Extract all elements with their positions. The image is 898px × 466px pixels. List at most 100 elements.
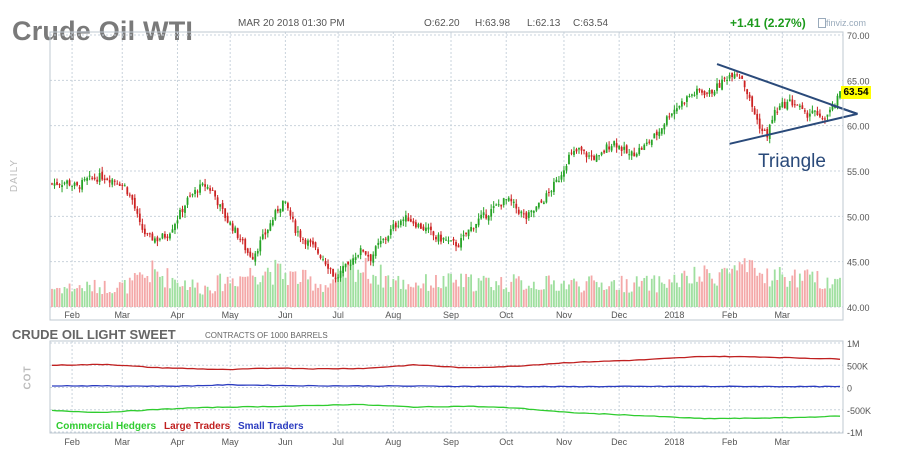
- candle-body: [595, 155, 598, 162]
- candle-body: [535, 206, 538, 211]
- volume-bar: [394, 280, 397, 307]
- volume-bar: [721, 268, 723, 307]
- candle-body: [108, 179, 111, 183]
- cot-x-tick-label: Oct: [499, 437, 514, 447]
- price-y-tick-label: 60.00: [847, 122, 870, 132]
- volume-bar: [276, 263, 279, 307]
- candle-body: [768, 124, 771, 139]
- candle-body: [437, 234, 440, 242]
- candle-body: [628, 154, 631, 156]
- volume-bar: [244, 276, 247, 307]
- volume-bar: [733, 265, 736, 307]
- volume-bar: [269, 271, 272, 307]
- volume-bar: [645, 275, 648, 307]
- candle-body: [352, 258, 355, 265]
- volume-bar: [78, 285, 81, 307]
- candle-body: [76, 182, 78, 186]
- volume-bar: [477, 278, 480, 307]
- price-x-tick-label: Aug: [385, 310, 401, 320]
- volume-bar: [319, 284, 322, 307]
- volume-bar: [342, 261, 345, 307]
- brand-link[interactable]: finviz.com: [826, 18, 867, 28]
- candle-body: [339, 270, 342, 278]
- volume-bar: [723, 267, 726, 307]
- candle-body: [550, 191, 553, 193]
- volume-bar: [81, 288, 84, 307]
- volume-bar: [209, 290, 212, 307]
- volume-bar: [194, 287, 196, 307]
- volume-bar: [148, 282, 151, 307]
- candle-body: [73, 182, 76, 186]
- volume-bar: [796, 287, 799, 307]
- candle-body: [658, 131, 661, 137]
- volume-bar: [763, 283, 766, 307]
- volume-bar: [565, 289, 568, 307]
- candle-body: [613, 141, 616, 146]
- candle-body: [525, 212, 528, 220]
- volume-bar: [174, 279, 176, 307]
- candle-body: [414, 222, 417, 228]
- volume-bar: [517, 276, 520, 307]
- candle-body: [337, 277, 339, 279]
- candle-body: [281, 200, 284, 211]
- candle-body: [417, 223, 420, 228]
- volume-bar: [605, 289, 608, 307]
- candle-body: [372, 254, 375, 263]
- volume-bar: [824, 288, 826, 307]
- candle-body: [655, 131, 658, 136]
- candle-body: [304, 239, 307, 245]
- volume-bar: [437, 287, 440, 307]
- candle-body: [128, 194, 131, 196]
- volume-bar: [123, 279, 126, 307]
- volume-bar: [520, 280, 523, 307]
- volume-bar: [314, 283, 317, 307]
- candle-body: [146, 233, 149, 235]
- volume-bar: [266, 267, 269, 307]
- volume-bar: [186, 289, 189, 307]
- candle-body: [402, 219, 405, 222]
- candle-body: [367, 254, 370, 257]
- candle-body: [430, 226, 432, 231]
- candle-body: [490, 209, 493, 217]
- candle-body: [239, 238, 242, 240]
- volume-bar: [71, 291, 73, 307]
- candle-body: [796, 104, 799, 106]
- volume-bar: [294, 271, 297, 307]
- volume-bar: [467, 276, 470, 307]
- volume-bar: [409, 286, 412, 307]
- candle-body: [322, 259, 324, 261]
- candle-body: [505, 199, 508, 201]
- volume-bar: [219, 273, 222, 307]
- volume-bar: [412, 287, 415, 307]
- volume-bar: [68, 283, 71, 307]
- volume-bar: [736, 270, 739, 307]
- volume-bar: [756, 275, 759, 307]
- candle-body: [462, 234, 465, 237]
- volume-bar: [118, 282, 121, 307]
- candle-body: [66, 180, 68, 184]
- volume-bar: [776, 279, 779, 307]
- volume-bar: [274, 259, 277, 307]
- candle-body: [56, 182, 58, 185]
- volume-bar: [811, 271, 814, 307]
- candle-body: [422, 226, 425, 230]
- candle-body: [131, 195, 134, 200]
- volume-bar: [143, 277, 146, 307]
- candle-body: [214, 190, 217, 197]
- volume-bar: [452, 282, 455, 307]
- candle-body: [241, 238, 244, 241]
- candle-body: [741, 75, 744, 79]
- volume-bar: [229, 283, 232, 307]
- volume-bar: [259, 282, 262, 307]
- candle-body: [824, 118, 826, 120]
- volume-bar: [307, 279, 309, 307]
- volume-bar: [801, 280, 804, 307]
- volume-bar: [61, 293, 63, 307]
- volume-bar: [527, 285, 530, 307]
- cot-x-tick-label: Mar: [775, 437, 791, 447]
- volume-bar: [206, 286, 209, 307]
- candle-body: [138, 213, 141, 223]
- volume-bar: [568, 284, 570, 307]
- candle-body: [269, 223, 272, 231]
